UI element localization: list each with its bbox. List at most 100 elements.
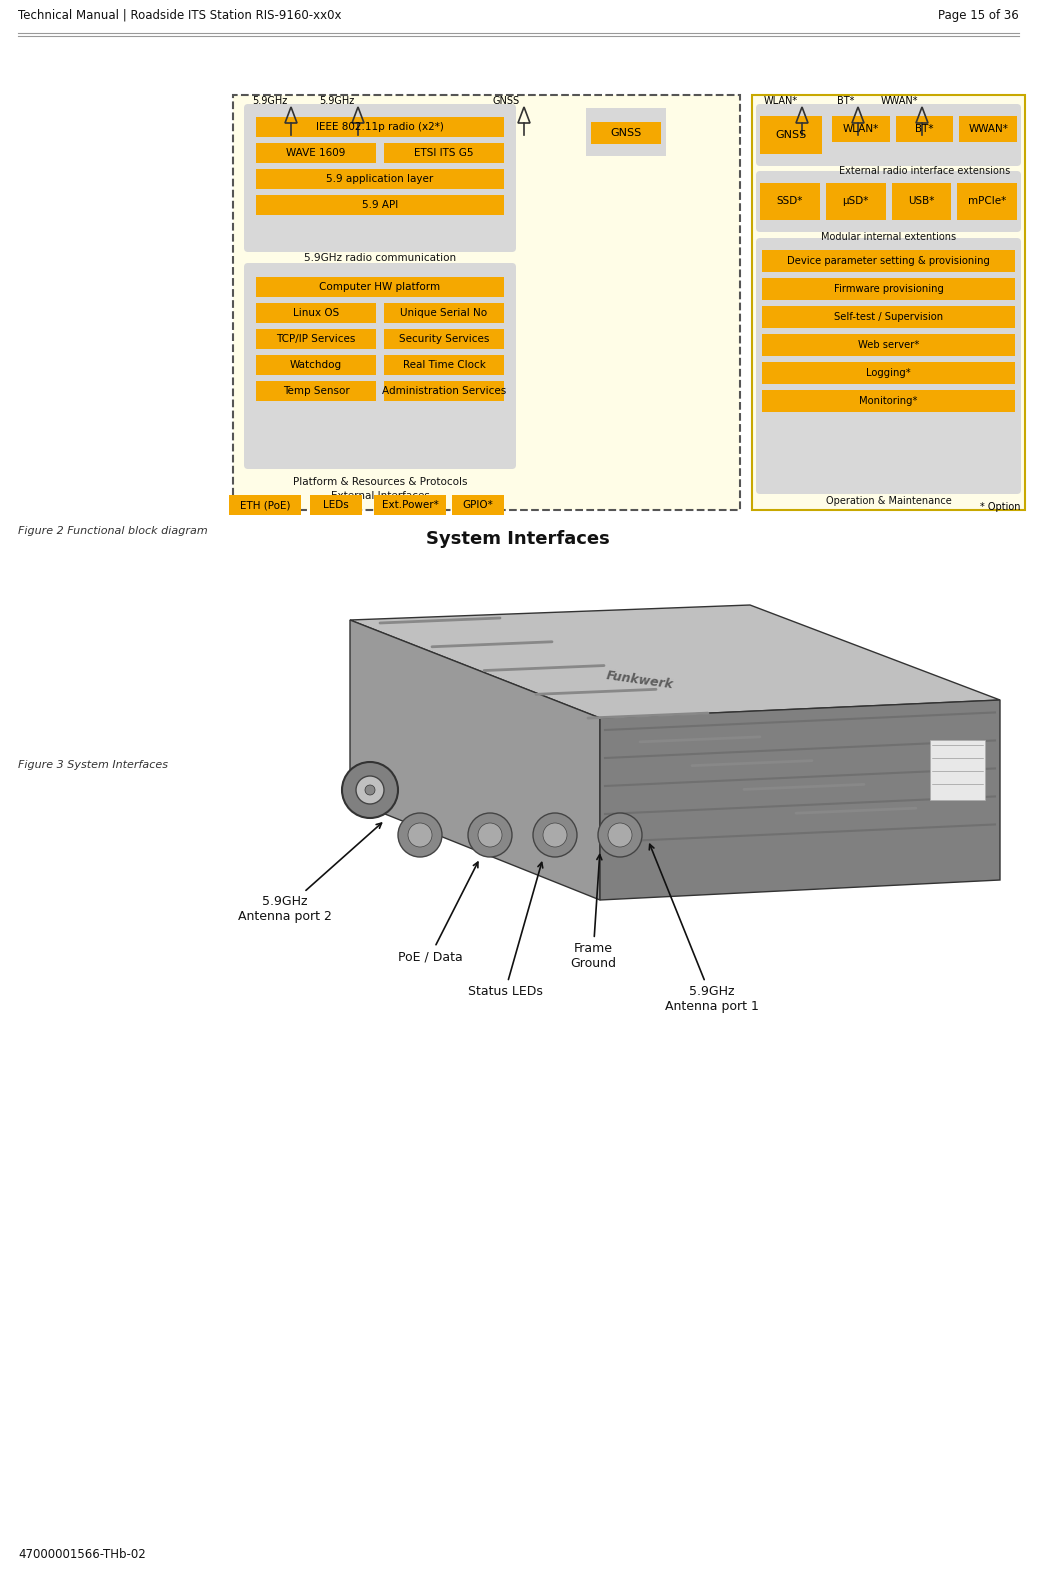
Text: 5.9 API: 5.9 API (362, 199, 398, 210)
FancyBboxPatch shape (244, 264, 516, 469)
Text: Frame
Ground: Frame Ground (570, 854, 616, 970)
Text: Funkwerk: Funkwerk (606, 669, 674, 691)
Text: Monitoring*: Monitoring* (860, 396, 918, 407)
Text: WWAN*: WWAN* (880, 96, 918, 107)
Text: IEEE 802.11p radio (x2*): IEEE 802.11p radio (x2*) (316, 122, 444, 132)
Circle shape (598, 813, 642, 857)
Text: 47000001566-THb-02: 47000001566-THb-02 (18, 1548, 146, 1562)
Bar (762, 278, 1015, 300)
Text: GNSS: GNSS (776, 130, 807, 140)
Bar (896, 116, 953, 141)
Text: Logging*: Logging* (866, 367, 910, 378)
Text: Modular internal extentions: Modular internal extentions (821, 232, 956, 242)
Text: GNSS: GNSS (493, 96, 520, 107)
Text: 5.9GHz radio communication: 5.9GHz radio communication (304, 253, 456, 264)
Text: Unique Serial No: Unique Serial No (400, 308, 487, 319)
Text: GPIO*: GPIO* (463, 499, 494, 510)
Polygon shape (600, 700, 1000, 900)
Circle shape (478, 823, 502, 846)
Text: Figure 3 System Interfaces: Figure 3 System Interfaces (18, 760, 168, 769)
Bar (930, 739, 985, 801)
Text: External Interfaces: External Interfaces (331, 491, 429, 501)
Text: WWAN*: WWAN* (969, 124, 1008, 133)
Circle shape (543, 823, 567, 846)
Bar (384, 382, 504, 400)
Text: GNSS: GNSS (611, 129, 642, 138)
Bar (256, 303, 376, 323)
Circle shape (468, 813, 512, 857)
Text: Status LEDs: Status LEDs (468, 862, 542, 999)
Text: Firmware provisioning: Firmware provisioning (834, 284, 944, 294)
Text: Temp Sensor: Temp Sensor (283, 386, 349, 396)
Bar (256, 143, 376, 163)
Text: 5.9GHz
Antenna port 1: 5.9GHz Antenna port 1 (649, 845, 759, 1013)
Bar (762, 363, 1015, 385)
FancyBboxPatch shape (244, 104, 516, 253)
Text: LEDs: LEDs (324, 499, 348, 510)
Text: Security Services: Security Services (399, 334, 489, 344)
Bar (452, 495, 504, 515)
Circle shape (356, 776, 384, 804)
Bar (233, 96, 740, 510)
Bar (825, 184, 886, 220)
Text: SSD*: SSD* (777, 196, 803, 207)
Bar (760, 116, 822, 154)
Bar (256, 382, 376, 400)
Circle shape (342, 761, 398, 818)
Text: System Interfaces: System Interfaces (426, 531, 610, 548)
Bar (310, 495, 362, 515)
Bar (832, 116, 890, 141)
Bar (256, 330, 376, 349)
FancyBboxPatch shape (756, 171, 1021, 232)
FancyBboxPatch shape (756, 104, 1021, 166)
Text: * Option: * Option (981, 502, 1021, 512)
Bar (762, 389, 1015, 411)
Text: Real Time Clock: Real Time Clock (402, 360, 485, 371)
Text: WLAN*: WLAN* (843, 124, 879, 133)
FancyBboxPatch shape (756, 239, 1021, 495)
Text: 5.9GHz: 5.9GHz (318, 96, 354, 107)
Text: 5.9GHz: 5.9GHz (252, 96, 287, 107)
Text: Ext.Power*: Ext.Power* (382, 499, 439, 510)
Text: WAVE 1609: WAVE 1609 (286, 148, 345, 159)
Bar (762, 250, 1015, 272)
Bar (384, 303, 504, 323)
Bar (959, 116, 1017, 141)
Text: Self-test / Supervision: Self-test / Supervision (834, 312, 943, 322)
Polygon shape (351, 604, 1000, 717)
Bar (586, 108, 666, 155)
Text: BT*: BT* (837, 96, 854, 107)
Circle shape (398, 813, 442, 857)
Text: Linux OS: Linux OS (292, 308, 339, 319)
Text: Page 15 of 36: Page 15 of 36 (938, 8, 1019, 22)
Bar (591, 122, 661, 144)
Text: ETH (PoE): ETH (PoE) (240, 499, 290, 510)
Circle shape (608, 823, 632, 846)
Circle shape (365, 785, 375, 794)
Circle shape (533, 813, 577, 857)
Text: TCP/IP Services: TCP/IP Services (276, 334, 356, 344)
Circle shape (408, 823, 432, 846)
Text: 5.9GHz
Antenna port 2: 5.9GHz Antenna port 2 (239, 823, 382, 923)
Text: mPCIe*: mPCIe* (968, 196, 1006, 207)
Bar (384, 355, 504, 375)
Bar (256, 118, 504, 137)
Bar (256, 355, 376, 375)
Text: Figure 2 Functional block diagram: Figure 2 Functional block diagram (18, 526, 207, 535)
Text: ETSI ITS G5: ETSI ITS G5 (414, 148, 474, 159)
Text: WLAN*: WLAN* (764, 96, 798, 107)
Polygon shape (351, 620, 600, 900)
Text: PoE / Data: PoE / Data (397, 862, 478, 962)
Text: Operation & Maintenance: Operation & Maintenance (825, 496, 951, 506)
Bar (752, 96, 1025, 510)
Bar (762, 334, 1015, 356)
Text: μSD*: μSD* (842, 196, 869, 207)
Bar (256, 195, 504, 215)
Text: Technical Manual | Roadside ITS Station RIS-9160-xx0x: Technical Manual | Roadside ITS Station … (18, 8, 341, 22)
Bar (229, 495, 301, 515)
Bar (374, 495, 446, 515)
Text: Watchdog: Watchdog (290, 360, 342, 371)
Text: Web server*: Web server* (858, 341, 919, 350)
Text: Administration Services: Administration Services (382, 386, 506, 396)
Text: USB*: USB* (908, 196, 934, 207)
